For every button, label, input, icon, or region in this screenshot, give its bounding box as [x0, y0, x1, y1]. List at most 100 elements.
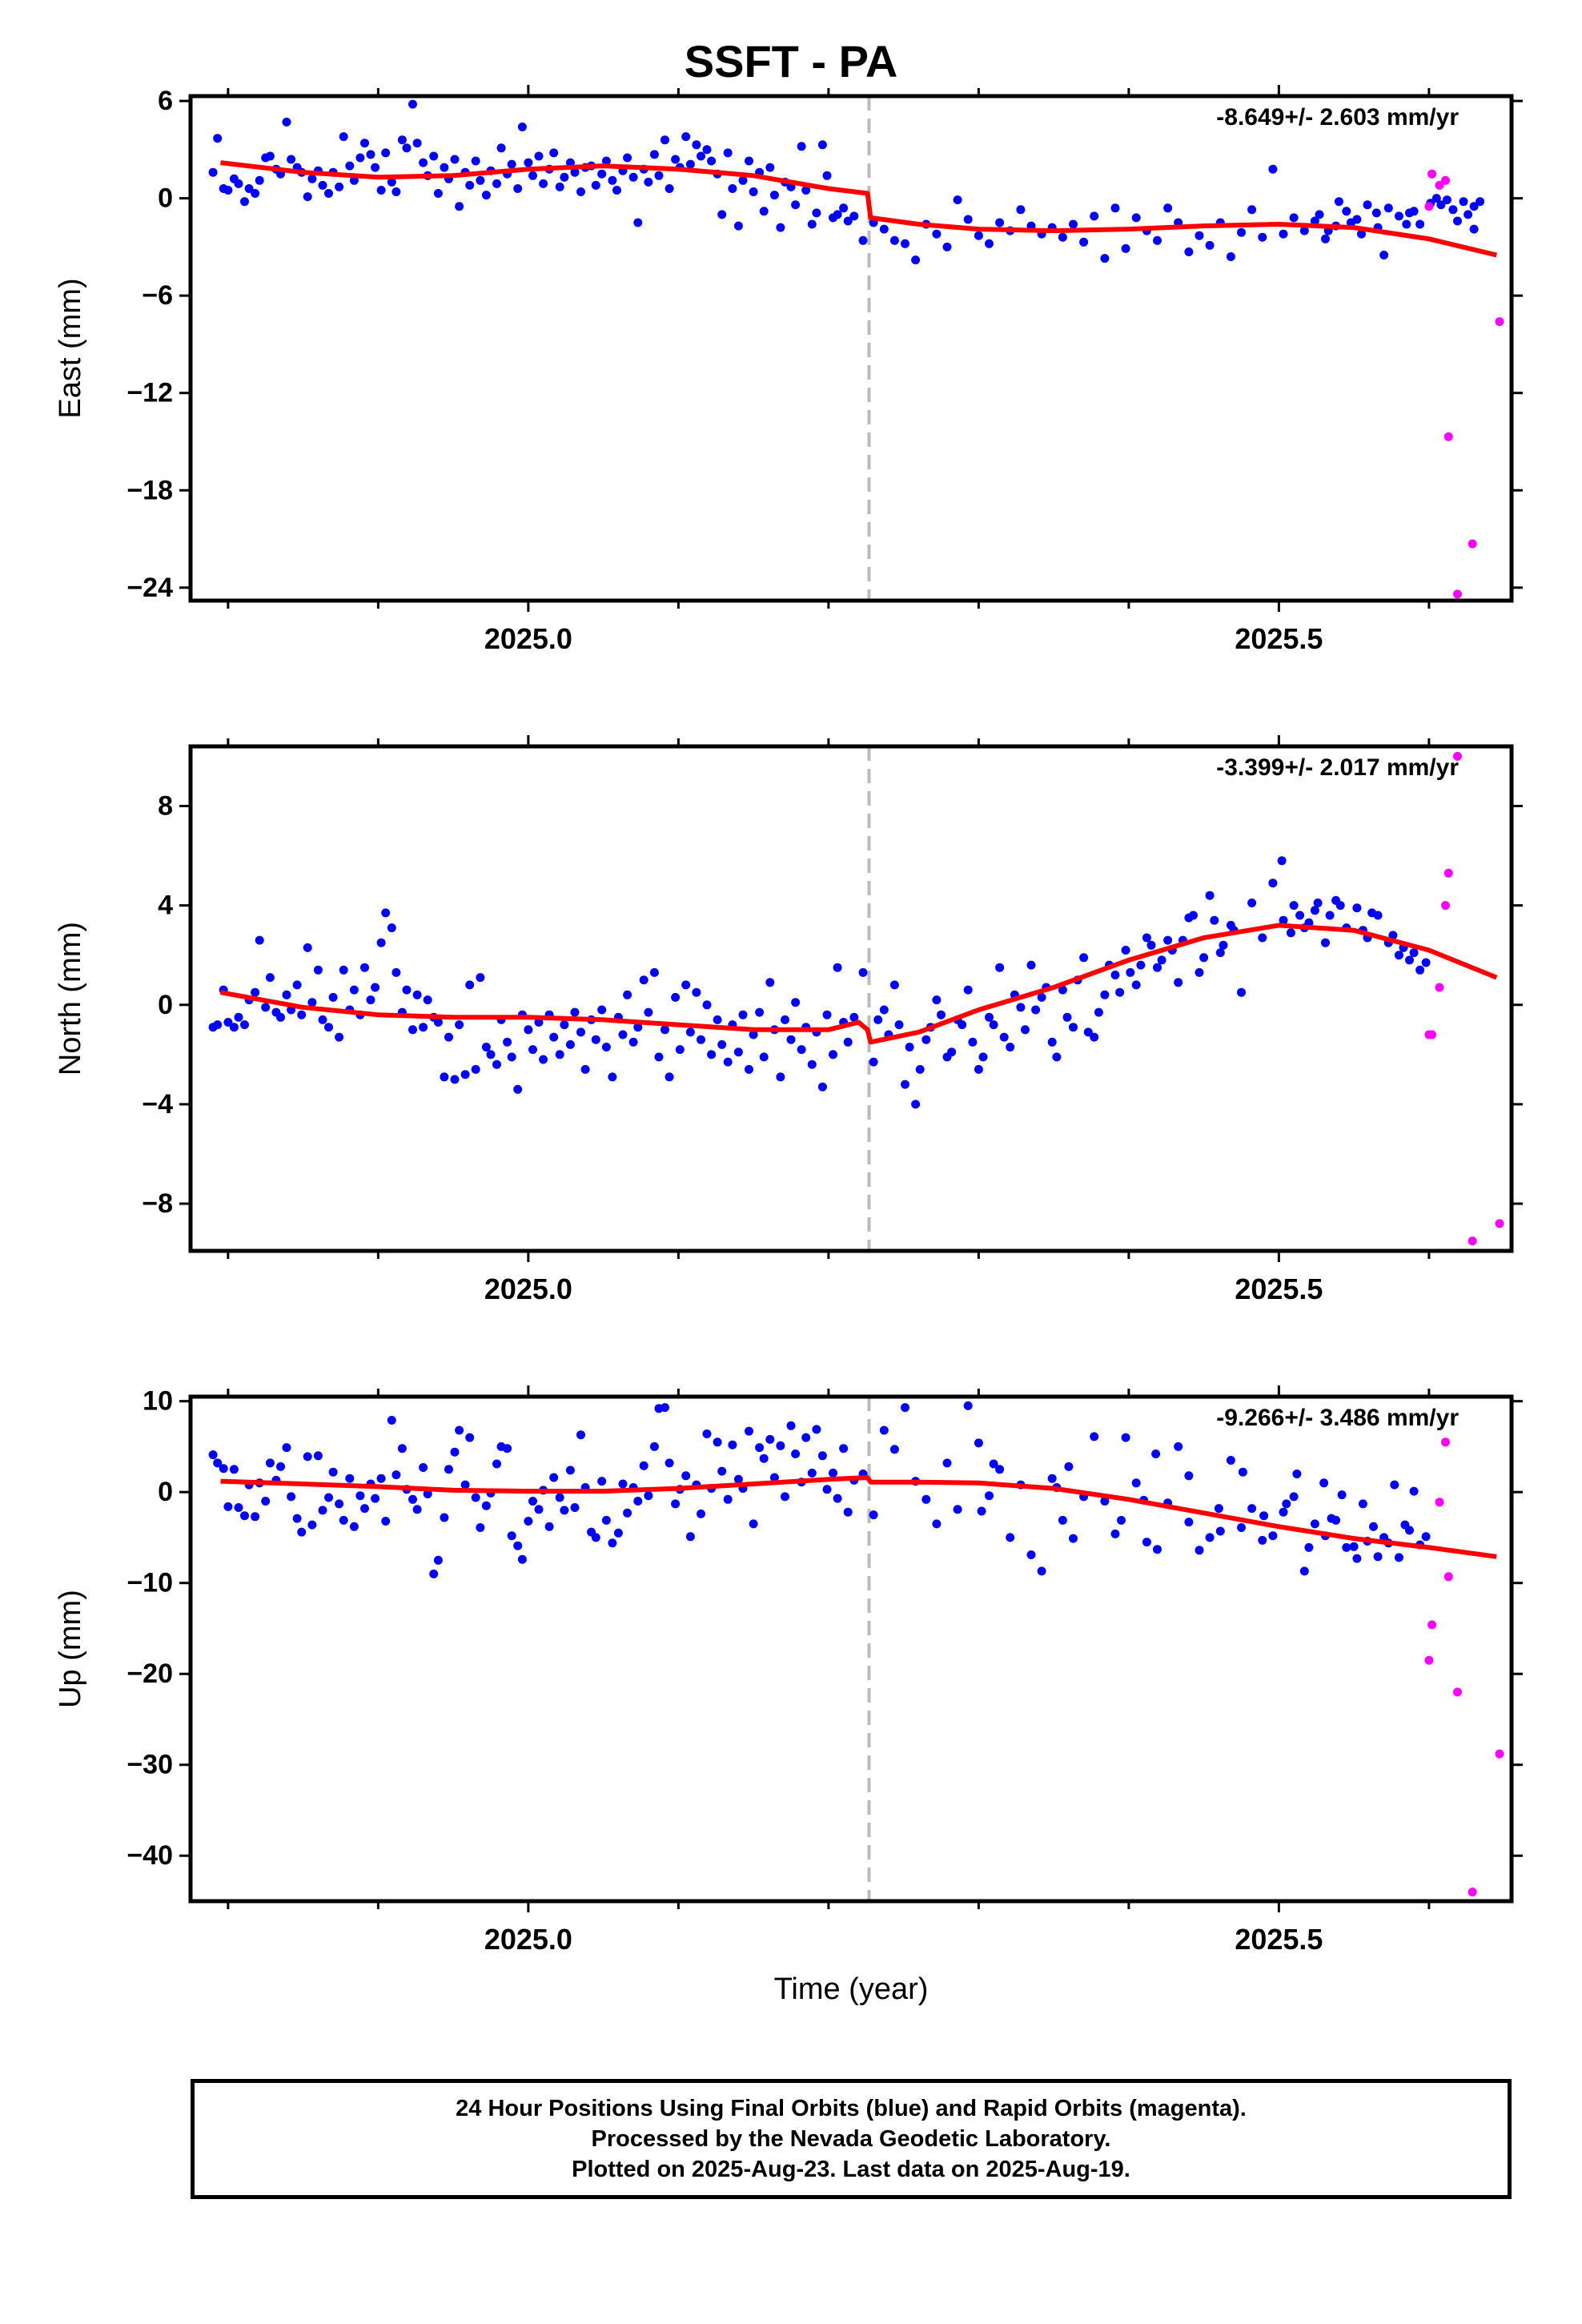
final-orbit-point — [759, 1454, 769, 1463]
y-tick-label: −8 — [142, 1188, 173, 1219]
final-orbit-point — [717, 210, 727, 219]
final-orbit-point — [223, 1502, 233, 1511]
final-orbit-point — [307, 1520, 317, 1530]
final-orbit-point — [213, 134, 223, 143]
final-orbit-point — [1334, 197, 1343, 207]
final-orbit-point — [1136, 960, 1146, 970]
final-orbit-point — [471, 1064, 480, 1074]
final-orbit-point — [450, 155, 460, 164]
final-orbit-point — [503, 1037, 512, 1047]
final-orbit-point — [937, 1010, 946, 1019]
final-orbit-point — [999, 1032, 1009, 1042]
final-orbit-point — [921, 1035, 931, 1044]
final-orbit-point — [1037, 1566, 1046, 1576]
final-orbit-point — [1121, 243, 1130, 253]
final-orbit-point — [1436, 200, 1446, 210]
final-orbit-point — [307, 998, 317, 1007]
final-orbit-point — [1304, 1542, 1314, 1552]
final-orbit-point — [433, 189, 443, 198]
final-orbit-point — [974, 1438, 983, 1448]
final-orbit-point — [496, 143, 506, 153]
final-orbit-point — [661, 1025, 669, 1035]
final-orbit-point — [1079, 953, 1089, 963]
rapid-orbit-point — [1495, 317, 1504, 327]
final-orbit-point — [921, 1494, 931, 1504]
final-orbit-point — [649, 967, 659, 977]
final-orbit-point — [349, 175, 359, 185]
final-orbit-point — [1131, 213, 1141, 223]
final-orbit-point — [911, 1100, 921, 1109]
final-orbit-point — [681, 132, 691, 142]
final-orbit-point — [879, 1005, 889, 1015]
final-orbit-point — [681, 980, 691, 990]
final-orbit-point — [549, 148, 559, 158]
final-orbit-point — [995, 963, 1005, 972]
final-orbit-point — [1289, 901, 1299, 911]
final-orbit-point — [366, 995, 375, 1005]
final-orbit-point — [717, 1039, 727, 1049]
final-orbit-point — [339, 132, 348, 142]
final-orbit-point — [1214, 1504, 1223, 1514]
final-orbit-point — [1195, 1546, 1204, 1555]
x-tick-label: 2025.5 — [1235, 1923, 1323, 1956]
final-orbit-point — [419, 1463, 428, 1472]
final-orbit-point — [1237, 987, 1246, 997]
final-orbit-point — [1352, 1554, 1362, 1563]
final-orbit-point — [1357, 229, 1366, 239]
final-orbit-point — [1431, 194, 1441, 203]
rapid-orbit-point — [1468, 1888, 1477, 1897]
final-orbit-point — [681, 1471, 691, 1481]
final-orbit-point — [1367, 908, 1377, 918]
final-orbit-point — [974, 1064, 983, 1074]
final-orbit-point — [654, 171, 664, 180]
final-orbit-point — [1319, 1478, 1329, 1488]
panel-2: 10 0 −10 −20 −30 −40 2025.0 2025.5 -9.266+/- 3.4… — [54, 1385, 1523, 1956]
final-orbit-point — [1069, 1534, 1078, 1543]
final-orbit-point — [429, 1569, 439, 1578]
final-orbit-point — [759, 1052, 769, 1062]
final-orbit-point — [423, 1490, 432, 1498]
final-orbit-point — [1342, 207, 1351, 216]
final-orbit-point — [576, 187, 585, 196]
final-orbit-point — [608, 175, 617, 185]
final-orbit-point — [879, 224, 889, 234]
final-orbit-point — [843, 1037, 853, 1047]
final-orbit-point — [1195, 967, 1204, 977]
final-orbit-point — [1205, 1533, 1215, 1542]
final-orbit-point — [702, 145, 712, 155]
final-orbit-point — [985, 239, 994, 248]
final-orbit-point — [776, 1072, 785, 1082]
final-orbit-point — [402, 143, 412, 153]
final-orbit-point — [1299, 1566, 1309, 1576]
final-orbit-point — [1247, 1504, 1257, 1514]
final-orbit-point — [597, 169, 607, 179]
final-orbit-point — [486, 1050, 496, 1059]
final-orbit-point — [644, 1491, 653, 1501]
final-orbit-point — [797, 1045, 806, 1055]
final-orbit-point — [481, 191, 491, 200]
final-orbit-point — [1058, 232, 1067, 242]
rapid-orbit-point — [1424, 1655, 1434, 1665]
y-tick-label: 10 — [143, 1386, 173, 1417]
final-orbit-point — [843, 1507, 853, 1517]
y-tick-label: −12 — [126, 378, 173, 408]
final-orbit-point — [1237, 1523, 1246, 1532]
caption-line-3: Plotted on 2025-Aug-23. Last data on 202… — [572, 2157, 1130, 2182]
final-orbit-point — [749, 1519, 758, 1529]
final-orbit-point — [1062, 1012, 1072, 1022]
panel-0: 6 0 −6 −12 −18 −24 2025.0 2025.5 -8.649+/- 2.603… — [54, 85, 1523, 655]
rate-label: -3.399+/- 2.017 mm/yr — [1216, 754, 1459, 781]
final-orbit-point — [942, 1458, 952, 1468]
final-orbit-point — [524, 1517, 533, 1526]
final-orbit-point — [1259, 1511, 1269, 1521]
final-orbit-point — [639, 975, 648, 985]
final-orbit-point — [440, 1072, 449, 1082]
rapid-orbit-point — [1495, 1219, 1504, 1228]
final-orbit-point — [1453, 216, 1462, 226]
final-orbit-point — [335, 1499, 344, 1509]
final-orbit-point — [601, 156, 611, 166]
final-orbit-point — [455, 202, 464, 211]
final-orbit-point — [968, 1037, 978, 1047]
final-orbit-point — [654, 1052, 664, 1062]
final-orbit-point — [1195, 231, 1204, 240]
